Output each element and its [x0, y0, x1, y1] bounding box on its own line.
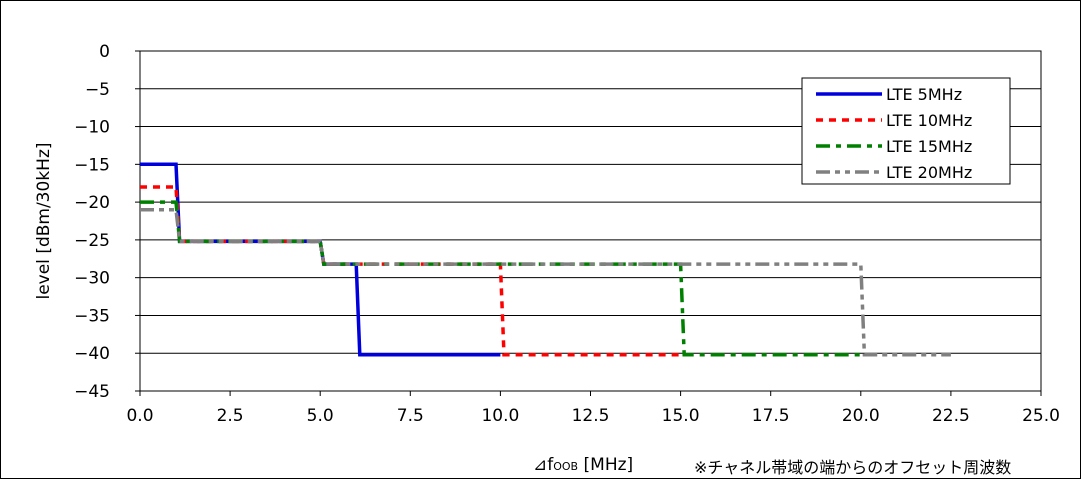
series-group	[140, 162, 951, 357]
legend-label: LTE 10MHz	[886, 111, 972, 130]
y-tick-label: −25	[74, 231, 110, 251]
y-tick-label: −30	[74, 269, 110, 289]
x-tick-label: 25.0	[1022, 406, 1060, 426]
x-axis-label-sub: OOB	[553, 460, 578, 473]
x-tick-label: 2.5	[217, 406, 244, 426]
x-tick-label: 15.0	[662, 406, 700, 426]
legend-label: LTE 15MHz	[886, 137, 972, 156]
y-tick-label: −10	[74, 118, 110, 138]
y-tick-label: 0	[99, 42, 110, 62]
legend-item: LTE 20MHz	[816, 163, 972, 182]
x-axis-label-main: ⊿f	[533, 455, 554, 475]
legend-label: LTE 20MHz	[886, 163, 972, 182]
y-axis-label: level [dBm/30kHz]	[34, 142, 54, 299]
x-tick-label: 10.0	[481, 406, 519, 426]
x-axis-ticks: 0.0 2.5 5.0 7.5 10.0 12.5 15.0 17.5 20.0 22.5 25.0	[126, 391, 1060, 426]
legend-label: LTE 5MHz	[886, 85, 962, 104]
legend: LTE 5MHz LTE 10MHz LTE 15MHz LTE 20MHz	[801, 77, 1011, 185]
x-tick-label: 12.5	[572, 406, 610, 426]
x-tick-label: 5.0	[307, 406, 334, 426]
y-tick-label: −15	[74, 155, 110, 175]
y-tick-label: −35	[74, 306, 110, 326]
x-tick-label: 20.0	[842, 406, 880, 426]
legend-item: LTE 15MHz	[816, 137, 972, 156]
y-tick-label: −40	[74, 344, 110, 364]
y-tick-label: −20	[74, 193, 110, 213]
x-tick-label: 0.0	[126, 406, 153, 426]
series-line-4	[140, 207, 951, 357]
x-tick-label: 7.5	[397, 406, 424, 426]
y-axis-ticks: 0 −5 −10 −15 −20 −25 −30 −35 −40 −45	[74, 42, 140, 402]
legend-item: LTE 10MHz	[816, 111, 972, 130]
x-tick-label: 17.5	[752, 406, 790, 426]
x-axis-label-unit: [MHz]	[578, 455, 633, 475]
x-axis-label: ⊿fOOB [MHz]	[533, 455, 633, 475]
x-tick-label: 22.5	[932, 406, 970, 426]
y-tick-label: −5	[85, 80, 110, 100]
legend-item: LTE 5MHz	[816, 85, 962, 104]
y-tick-label: −45	[74, 382, 110, 402]
series-line-2	[140, 185, 681, 357]
series-line-3	[140, 200, 861, 357]
footnote: ※チャネル帯域の端からのオフセット周波数	[694, 458, 1011, 477]
